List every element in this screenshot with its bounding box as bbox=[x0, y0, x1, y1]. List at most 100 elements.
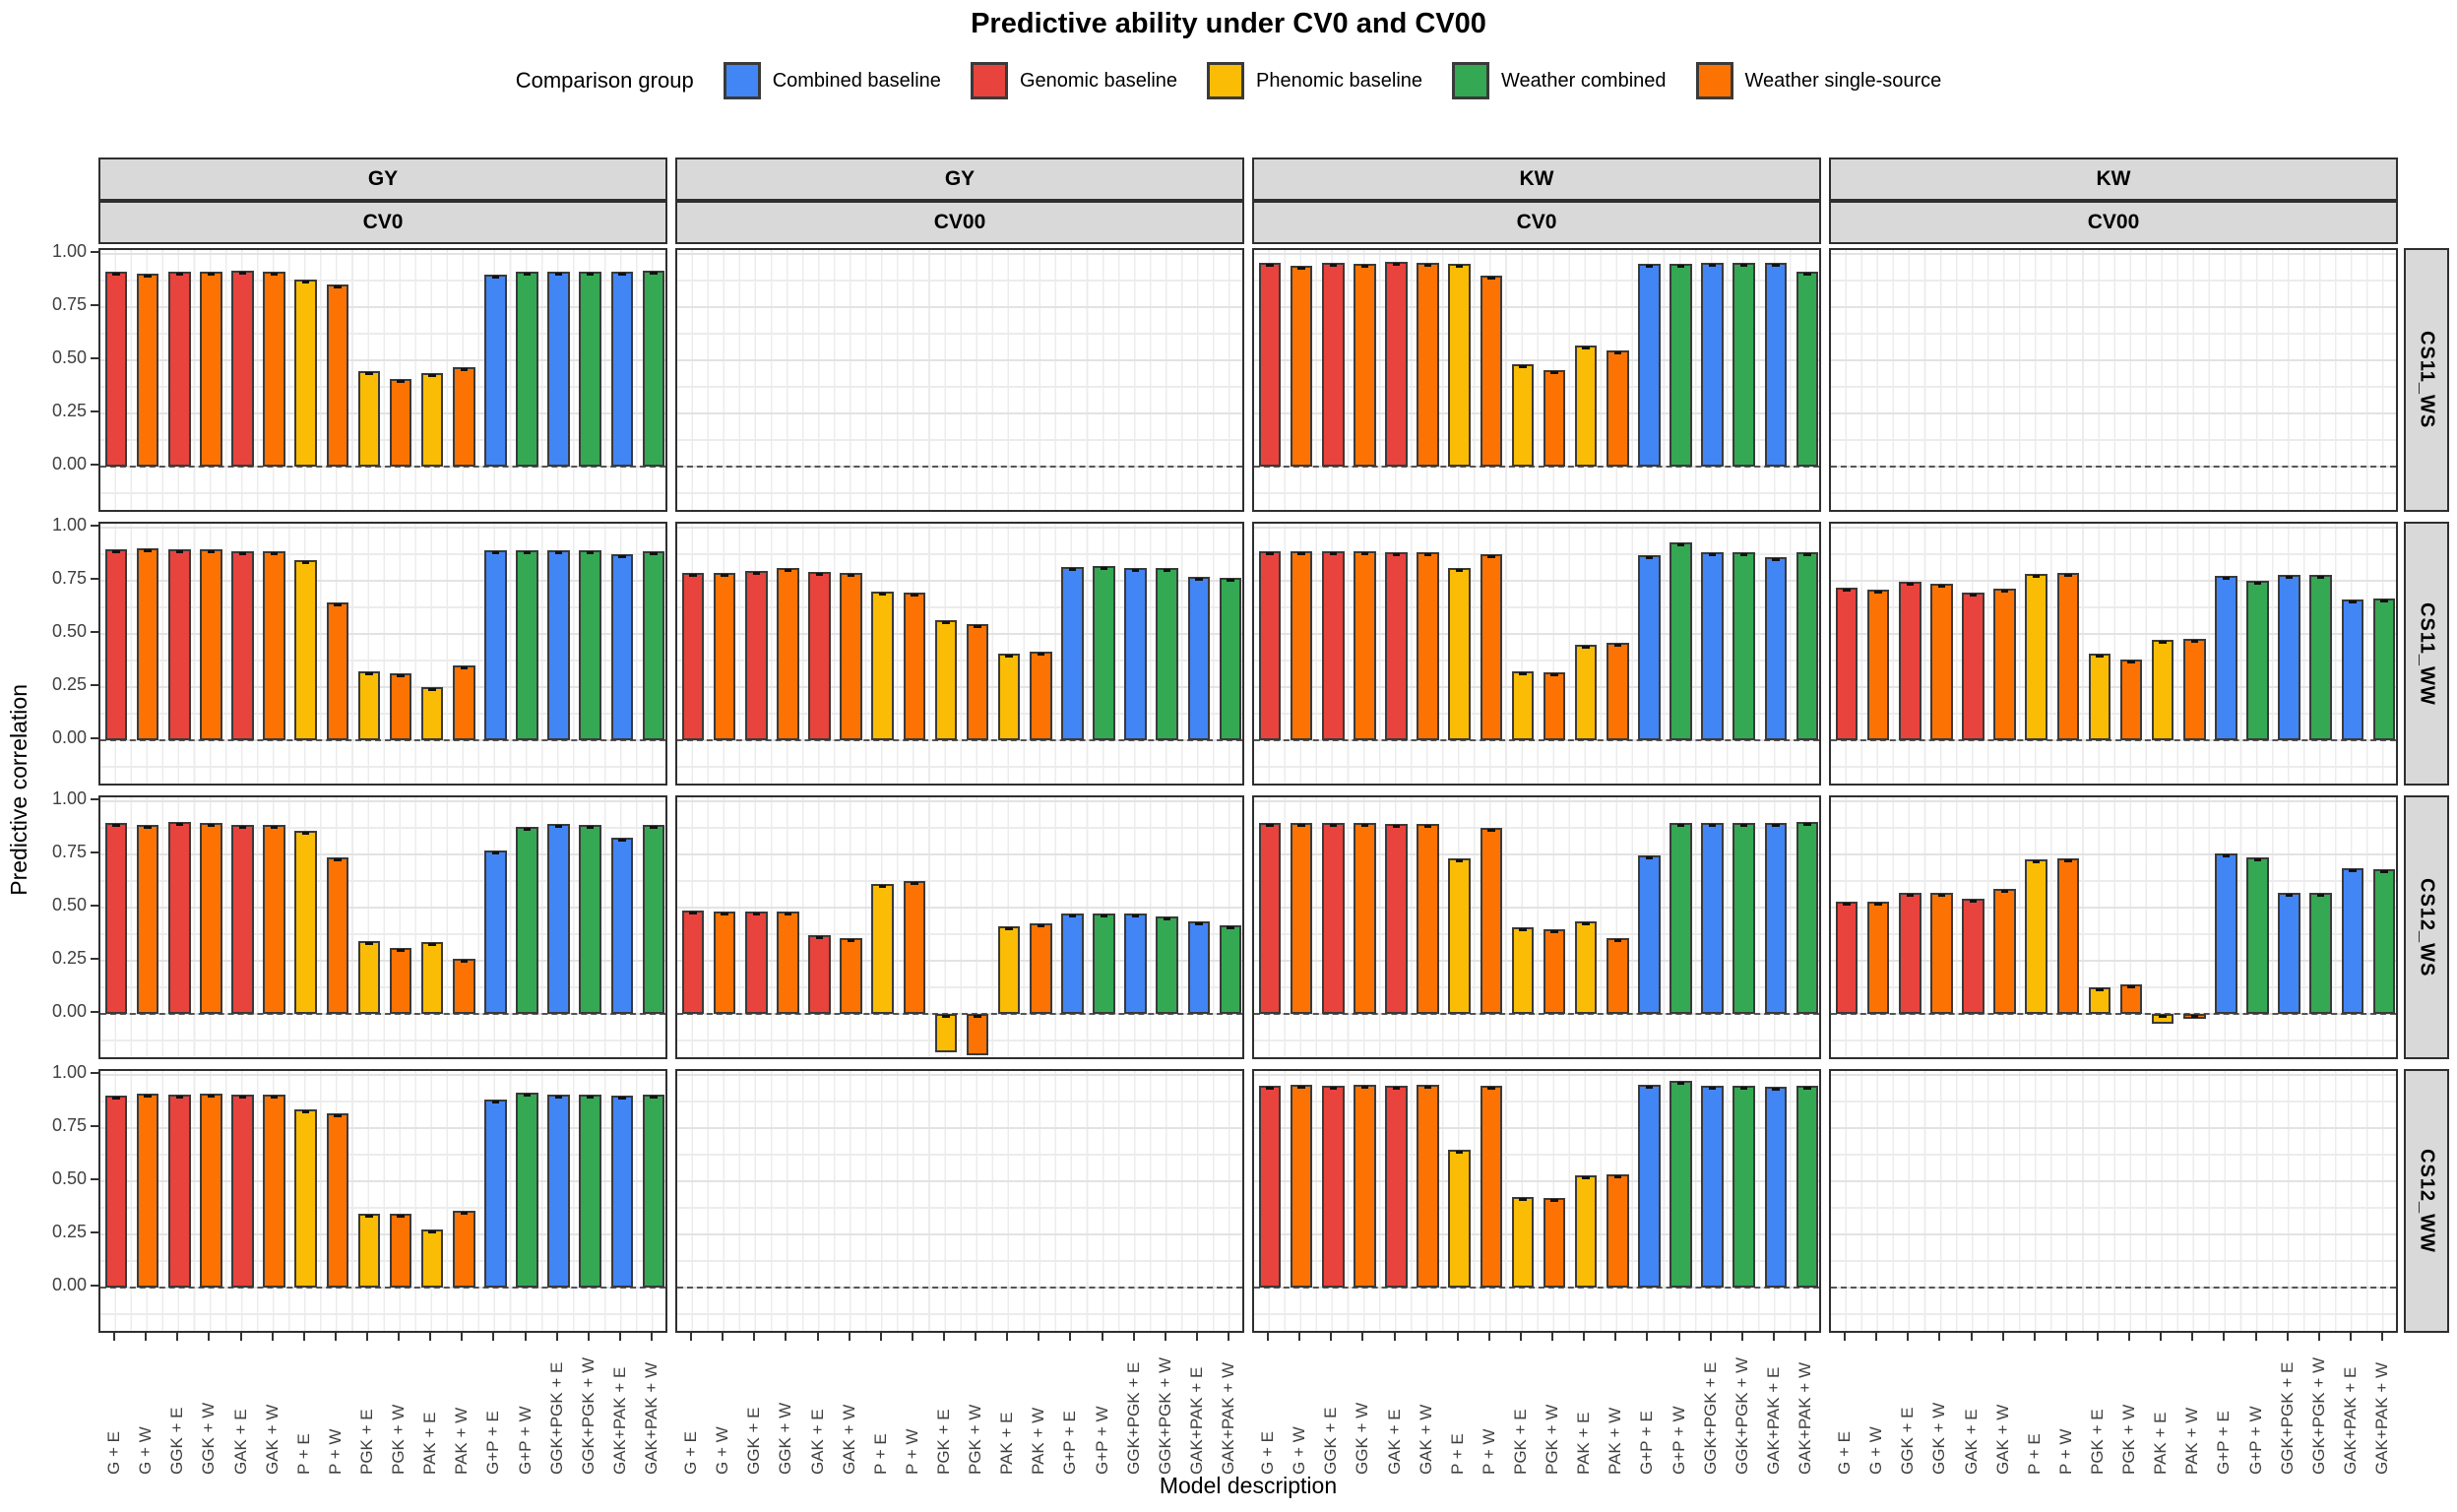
facet-col-strip-cv: CV00 bbox=[675, 201, 1244, 244]
bar bbox=[357, 371, 381, 468]
error-bar-cap bbox=[1392, 553, 1401, 557]
bar bbox=[1448, 264, 1471, 468]
bar bbox=[420, 373, 444, 468]
error-bar-cap bbox=[112, 272, 120, 276]
zero-line bbox=[100, 466, 665, 469]
bar bbox=[1290, 1085, 1313, 1289]
gridline-minor bbox=[677, 766, 1242, 769]
error-bar-cap bbox=[144, 274, 152, 278]
error-bar-cap bbox=[334, 284, 342, 288]
bar bbox=[1732, 552, 1755, 741]
zero-line bbox=[1831, 1013, 2396, 1016]
error-bar-cap bbox=[879, 884, 887, 888]
gridline-minor bbox=[100, 439, 665, 442]
error-bar-cap bbox=[302, 560, 310, 564]
error-bar-cap bbox=[587, 826, 595, 830]
error-bar-cap bbox=[1487, 829, 1495, 833]
bar bbox=[745, 570, 768, 741]
facet-panel bbox=[675, 1069, 1244, 1333]
gridline-minor bbox=[677, 606, 1242, 609]
x-tick-mark bbox=[1298, 1333, 1301, 1341]
zero-line bbox=[100, 1287, 665, 1290]
bar bbox=[389, 1213, 412, 1289]
bar bbox=[997, 925, 1021, 1015]
gridline-minor bbox=[1831, 713, 2396, 716]
bar bbox=[1732, 262, 1755, 468]
x-tick-mark bbox=[1227, 1333, 1229, 1341]
bar bbox=[1899, 582, 1922, 741]
bar bbox=[484, 274, 507, 468]
gridline-minor bbox=[1831, 1313, 2396, 1316]
bar bbox=[1899, 893, 1922, 1015]
error-bar-cap bbox=[460, 665, 468, 669]
gridline-minor bbox=[677, 1313, 1242, 1316]
bar bbox=[1093, 913, 1115, 1015]
gridline-major bbox=[100, 1180, 665, 1183]
error-bar-cap bbox=[1803, 272, 1811, 276]
facet-col-strip-trait: GY bbox=[98, 158, 667, 201]
bar bbox=[1258, 551, 1282, 741]
bar bbox=[610, 554, 634, 741]
bar bbox=[1417, 824, 1439, 1015]
y-tick-label: 1.00 bbox=[51, 1062, 87, 1083]
legend-swatch-weather_single bbox=[1695, 62, 1733, 99]
error-bar-cap bbox=[2349, 869, 2357, 873]
x-tick-mark bbox=[1875, 1333, 1878, 1341]
error-bar-cap bbox=[689, 573, 697, 577]
error-bar-cap bbox=[1329, 552, 1337, 556]
error-bar-cap bbox=[618, 555, 626, 559]
error-bar-cap bbox=[650, 552, 658, 556]
gridline-minor bbox=[1254, 1260, 1819, 1263]
gridline-minor bbox=[100, 553, 665, 556]
bar bbox=[1448, 857, 1471, 1015]
gridline-major bbox=[677, 1233, 1242, 1236]
x-tick-label: P + E bbox=[2024, 1433, 2044, 1475]
x-tick-mark bbox=[1938, 1333, 1941, 1341]
facet-panel bbox=[675, 795, 1244, 1059]
bar bbox=[2088, 987, 2111, 1015]
gridline-minor bbox=[1831, 1260, 2396, 1263]
error-bar-cap bbox=[1772, 823, 1780, 827]
x-tick-label: GGK + W bbox=[1353, 1402, 1372, 1475]
error-bar-cap bbox=[815, 572, 824, 576]
x-tick-mark bbox=[208, 1333, 211, 1341]
x-tick-label: G+P + E bbox=[483, 1411, 503, 1475]
gridline-major bbox=[1831, 1180, 2396, 1183]
gridline-major bbox=[1254, 1180, 1819, 1183]
bar bbox=[1322, 1086, 1345, 1289]
bar bbox=[231, 1094, 254, 1289]
error-bar-cap bbox=[1803, 553, 1811, 557]
x-tick-mark bbox=[1583, 1333, 1586, 1341]
x-tick-mark bbox=[1361, 1333, 1364, 1341]
error-bar-cap bbox=[1550, 1198, 1558, 1202]
error-bar-cap bbox=[207, 1094, 216, 1098]
legend: Comparison group Combined baseline Genomi… bbox=[0, 55, 2457, 106]
x-axis-title: Model description bbox=[1159, 1473, 1338, 1498]
error-bar-cap bbox=[460, 367, 468, 371]
x-tick-mark bbox=[524, 1333, 527, 1341]
bar bbox=[1385, 552, 1408, 741]
bar bbox=[1574, 645, 1598, 741]
bar bbox=[2246, 856, 2269, 1015]
x-tick-mark bbox=[176, 1333, 179, 1341]
gridline-major bbox=[100, 253, 665, 256]
gridline-major bbox=[1831, 580, 2396, 583]
x-tick-mark bbox=[1164, 1333, 1166, 1341]
gridline-minor bbox=[1831, 553, 2396, 556]
error-bar-cap bbox=[2222, 576, 2231, 580]
x-tick-label: GAK + E bbox=[807, 1409, 827, 1475]
gridline-major bbox=[1254, 853, 1819, 856]
bar bbox=[1290, 266, 1313, 468]
bar bbox=[547, 271, 570, 468]
error-bar-cap bbox=[1005, 926, 1013, 930]
y-tick-mark bbox=[91, 578, 98, 581]
gridline-major bbox=[1831, 1127, 2396, 1130]
bar bbox=[1543, 1197, 1566, 1289]
x-tick-label: G+P + W bbox=[2245, 1406, 2265, 1475]
x-tick-mark bbox=[2001, 1333, 2004, 1341]
x-tick-mark bbox=[2317, 1333, 2320, 1341]
gridline-major bbox=[1831, 412, 2396, 415]
bar bbox=[263, 551, 285, 741]
error-bar-cap bbox=[1582, 346, 1590, 350]
bar bbox=[871, 883, 894, 1015]
